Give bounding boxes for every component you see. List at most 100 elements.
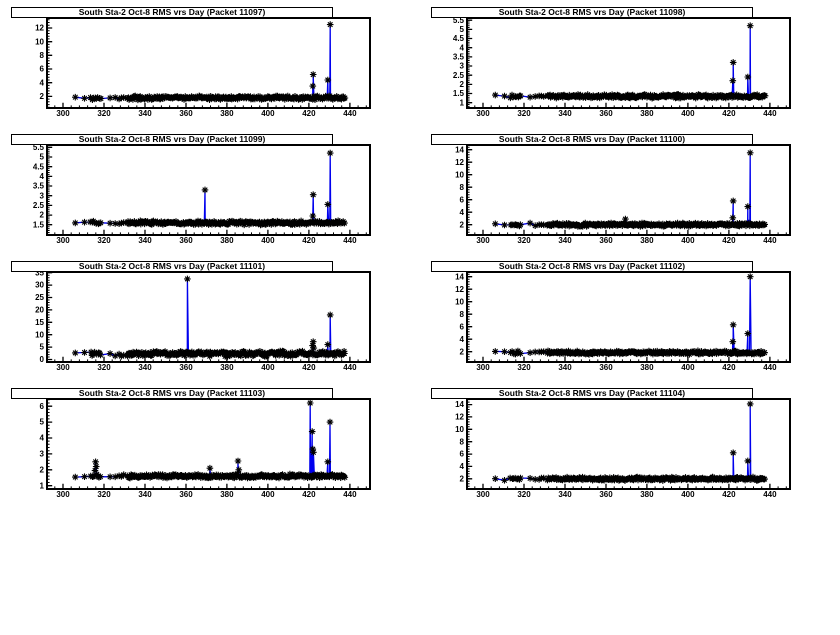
plot-area-packet-11098: 11.522.533.544.555.5 300 320 340 360 380 400 42…	[453, 16, 791, 118]
svg-text:1.5: 1.5	[33, 220, 45, 229]
svg-text:380: 380	[640, 236, 654, 245]
svg-text:420: 420	[722, 490, 736, 499]
svg-text:300: 300	[56, 109, 70, 118]
svg-text:300: 300	[56, 490, 70, 499]
axis-labels: 2 4 6 8 10 12 14 300 320 340 360 380 400 420 440	[455, 145, 777, 245]
chart-panel-packet-11103: 1 2 3 4 5 6 300 320 340 360 380 400 420 440 South Sta…	[8, 384, 380, 508]
svg-text:320: 320	[517, 490, 531, 499]
svg-text:14: 14	[455, 145, 464, 154]
svg-text:380: 380	[640, 363, 654, 372]
svg-text:2: 2	[460, 220, 465, 229]
svg-text:4: 4	[460, 43, 465, 52]
svg-text:4: 4	[40, 434, 45, 443]
svg-text:300: 300	[476, 490, 490, 499]
svg-text:4: 4	[40, 78, 45, 87]
svg-text:12: 12	[455, 158, 464, 167]
axis-ticks	[47, 19, 367, 108]
axis-labels: 2 4 6 8 10 12 300 320 340 360 380 400 420 440	[35, 24, 357, 118]
chart-panel-packet-11101: 0 5 10 15 20 25 30 35 300 320 340 360 380 400 420 440 S…	[8, 257, 380, 381]
svg-text:440: 440	[343, 363, 357, 372]
plot-area-packet-11103: 1 2 3 4 5 6 300 320 340 360 380 400 420 440	[40, 398, 371, 499]
svg-text:12: 12	[455, 413, 464, 422]
svg-text:420: 420	[302, 236, 316, 245]
svg-text:340: 340	[138, 109, 152, 118]
svg-text:360: 360	[599, 363, 613, 372]
svg-text:25: 25	[35, 293, 44, 302]
svg-text:420: 420	[722, 109, 736, 118]
svg-text:4: 4	[460, 335, 465, 344]
svg-text:6: 6	[460, 450, 465, 459]
svg-text:380: 380	[640, 490, 654, 499]
chart-panel-packet-11102: 2 4 6 8 10 12 14 300 320 340 360 380 400 420 440 South…	[428, 257, 800, 381]
svg-text:300: 300	[476, 109, 490, 118]
svg-text:8: 8	[460, 437, 465, 446]
svg-text:320: 320	[517, 363, 531, 372]
axis-ticks	[47, 272, 367, 362]
svg-text:35: 35	[35, 268, 44, 277]
svg-text:360: 360	[179, 236, 193, 245]
data-markers	[72, 399, 349, 482]
plot-frame	[46, 398, 371, 490]
svg-text:8: 8	[460, 310, 465, 319]
svg-text:2: 2	[460, 474, 465, 483]
svg-text:4: 4	[460, 462, 465, 471]
chart-panel-packet-11099: 1.5 2 2.5 3 3.5 4 4.5 5 5.5 300 320 340 360 380 400 420…	[8, 130, 380, 254]
svg-text:400: 400	[681, 109, 695, 118]
axis-labels: 1 2 3 4 5 6 300 320 340 360 380 400 420 440	[40, 402, 358, 499]
svg-text:1.5: 1.5	[453, 89, 465, 98]
data-markers	[492, 400, 768, 484]
svg-text:2: 2	[460, 347, 465, 356]
svg-text:10: 10	[35, 37, 44, 46]
svg-text:340: 340	[138, 363, 152, 372]
svg-text:360: 360	[599, 490, 613, 499]
svg-text:14: 14	[455, 272, 464, 281]
chart-panel-packet-11100: 2 4 6 8 10 12 14 300 320 340 360 380 400 420 440 South…	[428, 130, 800, 254]
data-line	[495, 276, 765, 357]
svg-text:440: 440	[343, 109, 357, 118]
data-line	[75, 153, 345, 228]
svg-text:300: 300	[56, 236, 70, 245]
plot-area-packet-11099: 1.522.533.544.555.5 300 320 340 360 380 400 420…	[33, 143, 371, 245]
svg-text:5.5: 5.5	[33, 143, 45, 152]
data-markers	[492, 273, 768, 358]
chart-title-packet-11102: South Sta-2 Oct-8 RMS vrs Day (Packet 11…	[431, 261, 753, 272]
axis-labels: 1.522.533.544.555.5 300 320 340 360 380 400 420…	[33, 143, 357, 245]
svg-text:6: 6	[40, 402, 45, 411]
axis-ticks	[47, 399, 367, 490]
svg-text:440: 440	[343, 490, 357, 499]
plot-area-packet-11097: 2 4 6 8 10 12 300 320 340 360 380 400 420 440	[35, 17, 371, 118]
svg-text:340: 340	[558, 363, 572, 372]
svg-text:12: 12	[35, 24, 44, 33]
svg-text:6: 6	[460, 322, 465, 331]
svg-text:400: 400	[261, 236, 275, 245]
svg-text:6: 6	[40, 65, 45, 74]
svg-text:320: 320	[97, 236, 111, 245]
svg-text:380: 380	[220, 490, 234, 499]
svg-text:300: 300	[476, 236, 490, 245]
svg-text:320: 320	[97, 109, 111, 118]
svg-text:340: 340	[558, 490, 572, 499]
svg-text:30: 30	[35, 281, 44, 290]
svg-text:1: 1	[460, 98, 465, 107]
svg-text:340: 340	[558, 236, 572, 245]
svg-text:440: 440	[763, 490, 777, 499]
svg-text:360: 360	[179, 490, 193, 499]
data-line	[495, 403, 765, 484]
svg-text:360: 360	[599, 236, 613, 245]
plot-frame	[466, 398, 791, 490]
svg-text:4: 4	[460, 208, 465, 217]
chart-panel-packet-11097: 2 4 6 8 10 12 300 320 340 360 380 400 420 440 South S…	[8, 3, 380, 127]
plot-area-packet-11104: 2 4 6 8 10 12 14 300 320 340 360 380 400 420 440	[455, 398, 791, 499]
svg-text:10: 10	[455, 425, 464, 434]
axis-labels: 11.522.533.544.555.5 300 320 340 360 380 400 42…	[453, 16, 777, 118]
svg-text:5.5: 5.5	[453, 16, 465, 25]
svg-text:4: 4	[40, 172, 45, 181]
data-markers	[72, 21, 349, 104]
axis-ticks	[467, 273, 787, 363]
svg-text:400: 400	[681, 363, 695, 372]
svg-text:420: 420	[722, 236, 736, 245]
axis-ticks	[467, 399, 787, 490]
svg-text:12: 12	[455, 285, 464, 294]
svg-text:2: 2	[40, 211, 45, 220]
